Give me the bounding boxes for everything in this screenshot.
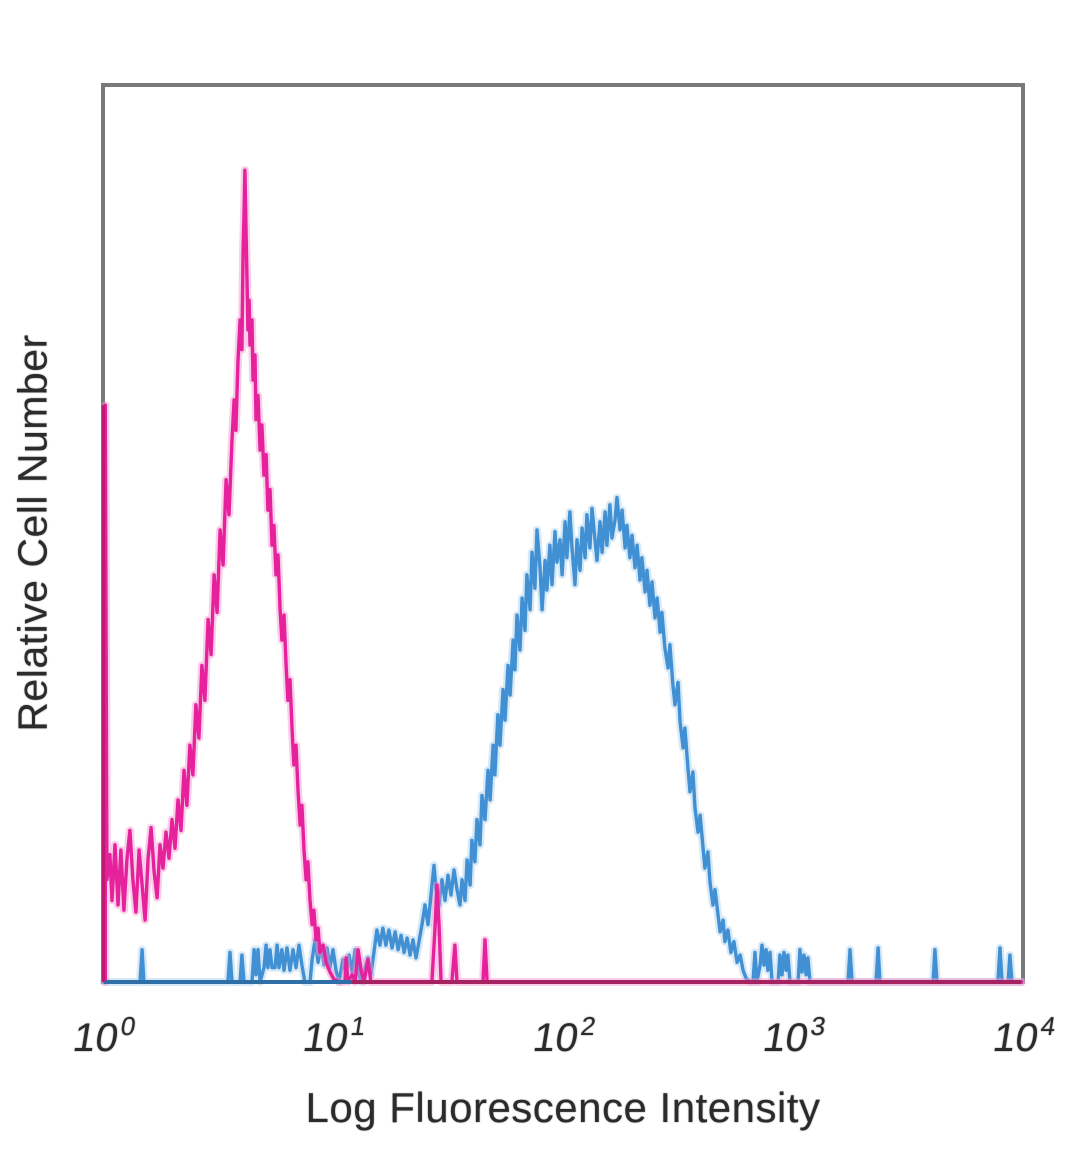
x-axis-tick-10e2: 102 bbox=[530, 1010, 598, 1060]
x-axis-title: Log Fluorescence Intensity bbox=[305, 1084, 821, 1131]
y-axis-title: Relative Cell Number bbox=[9, 334, 56, 732]
x-axis-tick-10e4: 104 bbox=[990, 1010, 1058, 1060]
x-axis-tick-10e0: 100 bbox=[70, 1010, 138, 1060]
x-axis-tick-10e1: 101 bbox=[300, 1010, 368, 1060]
series-negative-control-pink-trace bbox=[103, 168, 1024, 984]
x-axis-tick-10e3: 103 bbox=[760, 1010, 828, 1060]
